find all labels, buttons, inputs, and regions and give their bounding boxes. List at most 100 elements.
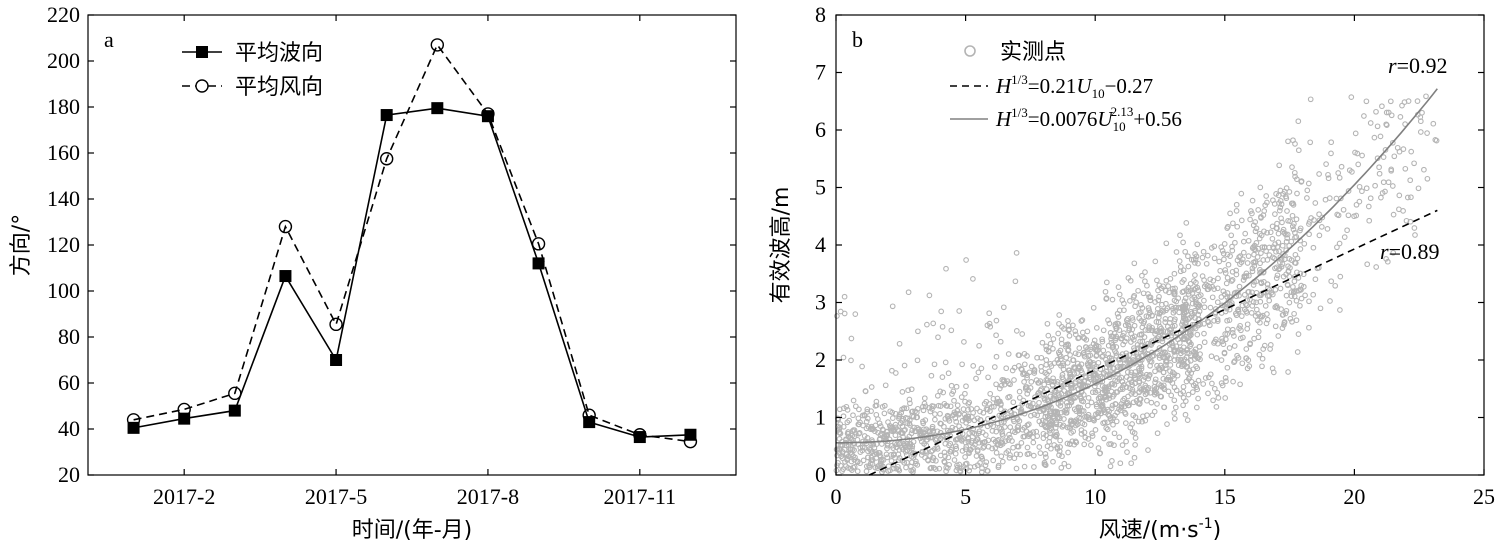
observation-point: [969, 429, 976, 436]
legend-linear-equation: H1/3=0.21U10−0.27: [995, 72, 1153, 101]
observation-point: [1274, 220, 1280, 227]
observation-point: [1366, 217, 1373, 224]
observation-point: [1297, 302, 1303, 309]
observation-point: [1039, 339, 1046, 346]
observation-point: [1156, 355, 1163, 361]
observation-point: [1170, 369, 1176, 376]
observation-point: [863, 463, 870, 470]
observation-point: [1111, 430, 1118, 437]
panel-a-xtick-label: 2017-11: [604, 484, 677, 509]
observation-point: [1081, 441, 1088, 448]
observation-point: [893, 465, 900, 472]
observation-point: [1106, 441, 1112, 447]
observation-point: [1335, 170, 1342, 176]
observation-point: [911, 424, 918, 431]
observation-point: [1272, 265, 1278, 272]
observation-point: [1015, 363, 1022, 369]
observation-point: [1124, 449, 1130, 455]
wind-direction-point: [379, 152, 394, 166]
observation-point: [910, 413, 917, 420]
observation-point: [1260, 257, 1267, 263]
observation-point: [861, 412, 868, 418]
observation-point: [937, 420, 944, 427]
panel-a-xtick-label: 2017-5: [305, 484, 367, 509]
wind-direction-point: [633, 428, 647, 442]
observation-point: [1373, 264, 1380, 270]
observation-point: [969, 437, 975, 444]
observation-point: [901, 405, 907, 412]
observation-point: [1118, 374, 1125, 381]
observation-point: [987, 323, 994, 330]
observation-point: [935, 334, 941, 341]
observation-point: [1091, 417, 1097, 424]
observation-point: [1278, 201, 1285, 208]
observation-point: [1250, 259, 1257, 266]
observation-point: [855, 421, 862, 428]
observation-point: [1219, 302, 1225, 309]
observation-point: [949, 412, 956, 419]
observation-point: [940, 389, 947, 396]
observation-point: [1016, 388, 1023, 395]
observation-point: [945, 370, 952, 377]
observation-point: [1061, 388, 1068, 394]
observation-point: [1031, 464, 1037, 470]
observation-point: [941, 449, 948, 456]
observation-point: [1063, 407, 1070, 413]
observation-point: [1328, 278, 1335, 285]
observation-point: [1209, 294, 1216, 301]
observation-point: [1028, 379, 1035, 385]
observation-point: [1187, 332, 1194, 339]
observation-point: [1136, 378, 1143, 385]
observation-point: [888, 423, 894, 430]
observation-point: [1356, 198, 1363, 205]
legend-scatter-label: 实测点: [1000, 40, 1066, 65]
observation-point: [1183, 354, 1190, 361]
observation-point: [1080, 334, 1087, 341]
observation-point: [963, 383, 969, 390]
observation-point: [1105, 351, 1112, 357]
observation-point: [983, 459, 990, 465]
observation-point: [974, 405, 980, 412]
observation-point: [1019, 426, 1026, 433]
observation-point: [1033, 377, 1040, 383]
observation-point: [1192, 349, 1199, 356]
observation-point: [1261, 342, 1268, 349]
observation-point: [844, 419, 851, 426]
observation-point: [939, 374, 946, 380]
observation-point: [1224, 364, 1231, 371]
observation-point: [908, 467, 915, 474]
observation-point: [873, 411, 880, 418]
observation-point: [1272, 304, 1279, 310]
observation-point: [1156, 293, 1162, 300]
observation-point: [844, 430, 851, 437]
observation-point: [946, 461, 952, 468]
observation-point: [1231, 343, 1238, 349]
observation-point: [1154, 362, 1160, 369]
observation-point: [975, 369, 982, 376]
observation-point: [1131, 372, 1138, 379]
observation-point: [1188, 256, 1195, 263]
observation-point: [876, 452, 883, 459]
observation-point: [1167, 316, 1174, 322]
observation-point: [915, 328, 921, 335]
wind-direction-line: [133, 43, 691, 443]
observation-point: [885, 463, 892, 470]
observation-point: [1119, 335, 1125, 342]
observation-point: [1280, 191, 1287, 197]
observation-point: [1141, 388, 1148, 394]
observation-point: [1016, 418, 1023, 424]
observation-point: [1264, 281, 1271, 287]
observation-point: [1114, 378, 1121, 385]
observation-point: [856, 406, 862, 413]
observation-point: [1162, 365, 1169, 372]
observation-point: [1122, 338, 1128, 345]
observation-point: [1255, 328, 1262, 335]
observation-point: [1070, 322, 1076, 329]
observation-point: [1277, 187, 1284, 194]
observation-point: [1111, 365, 1117, 372]
observation-point: [1379, 103, 1385, 110]
observation-point: [1147, 297, 1154, 304]
observation-point: [1251, 263, 1258, 269]
observation-point: [1400, 146, 1407, 152]
observation-point: [1152, 376, 1159, 383]
